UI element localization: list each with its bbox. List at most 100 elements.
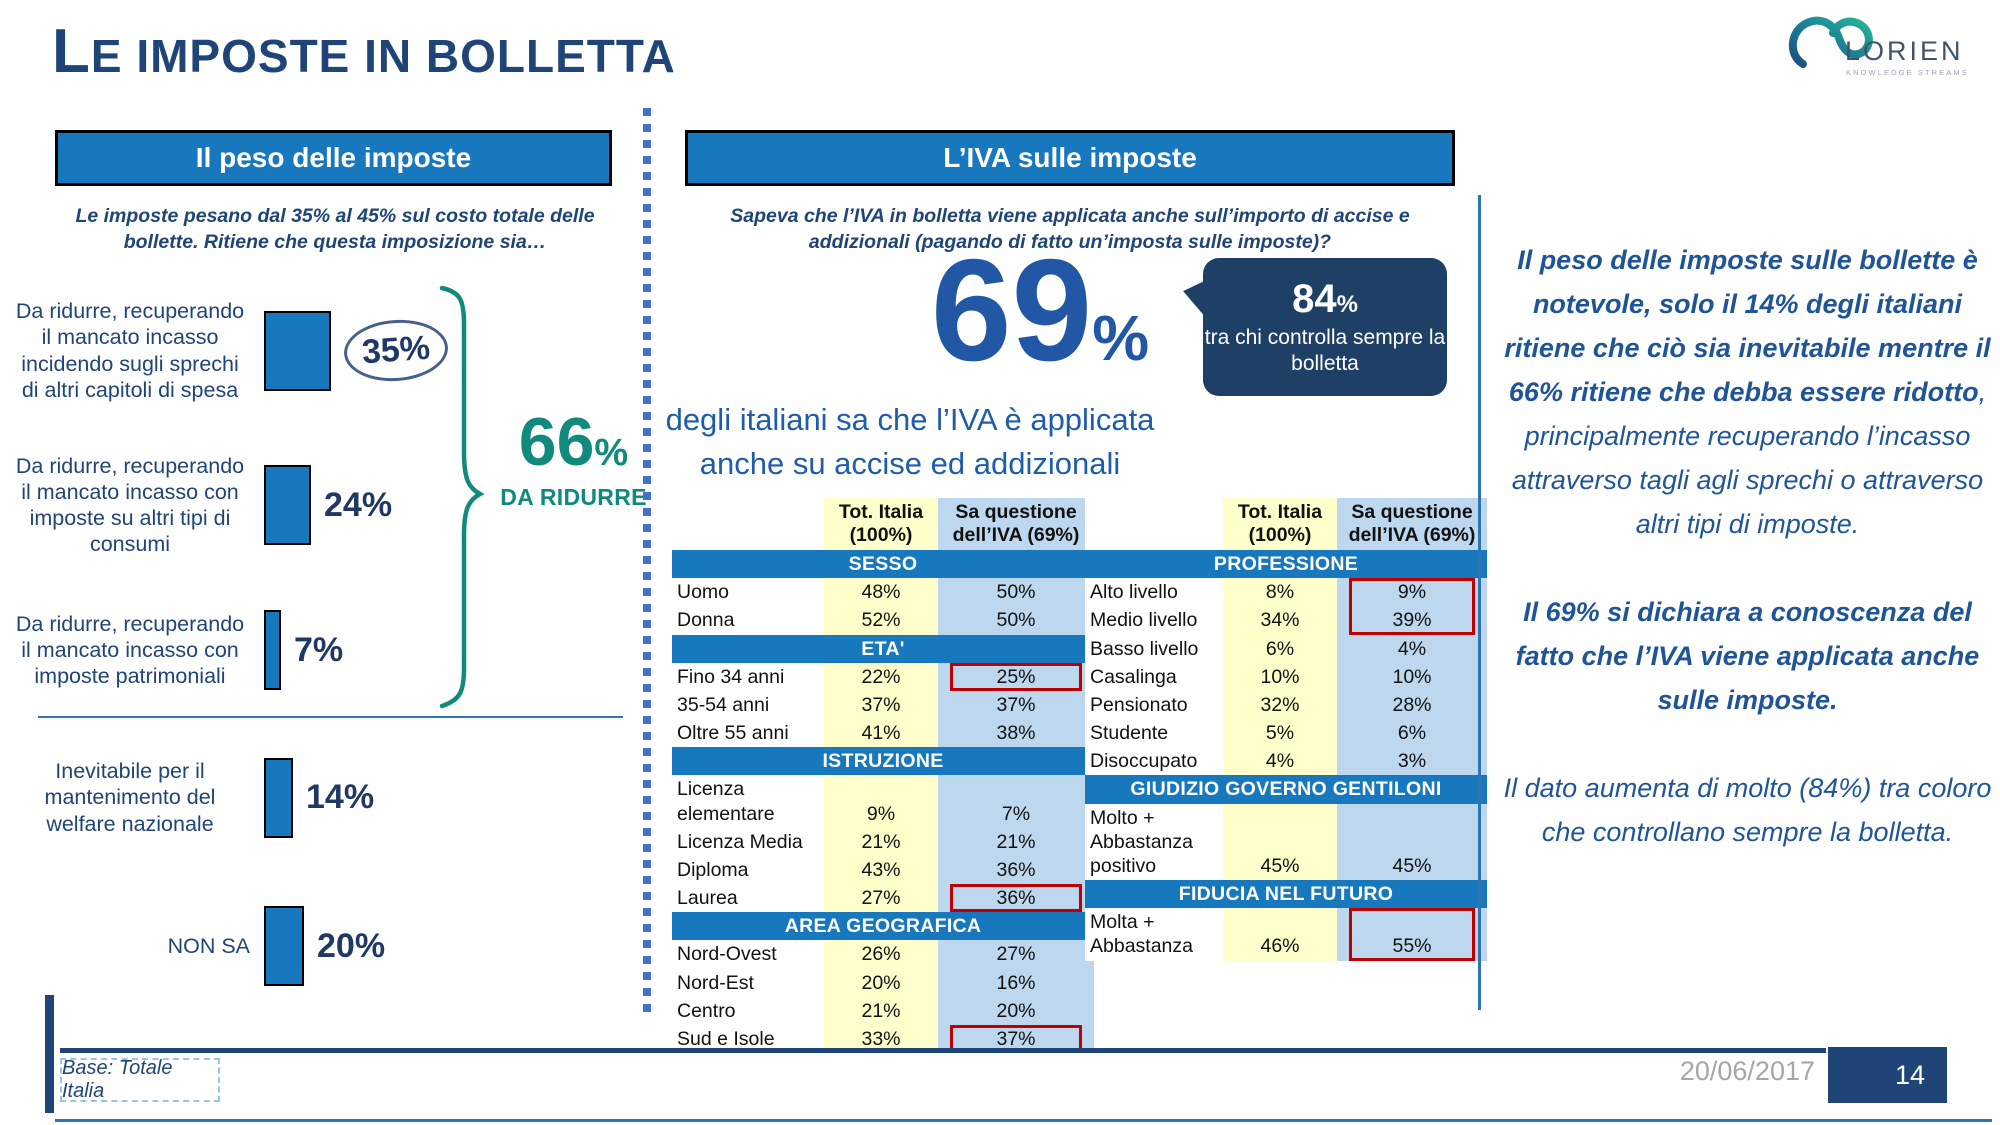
base-note: Base: Totale Italia <box>62 1057 173 1102</box>
value-sa-questione: 21% <box>938 827 1094 856</box>
value-sa-questione: 25% <box>938 662 1094 692</box>
insights-panel: Il peso delle imposte sulle bollette è n… <box>1495 238 2000 898</box>
reduce-total-value: 66% <box>518 404 629 480</box>
section-header: PROFESSIONE <box>1085 550 1487 579</box>
footer-date: 20/06/2017 <box>1679 1056 1815 1086</box>
table-row: Casalinga 10% 10% <box>1085 662 1487 691</box>
row-label: Uomo <box>672 578 824 607</box>
value-sa-questione: 37% <box>938 690 1094 720</box>
value-sa-questione: 45% <box>1337 803 1487 881</box>
value-tot-italia: 52% <box>824 606 938 635</box>
value-sa-questione: 10% <box>1337 662 1487 691</box>
value-tot-italia: 22% <box>824 662 938 691</box>
reduce-brace-icon <box>439 285 484 709</box>
table-row: Medio livello 34% 39% <box>1085 605 1487 635</box>
row-label: Medio livello <box>1085 606 1223 635</box>
footer-left-bar <box>45 995 54 1113</box>
value-tot-italia: 27% <box>824 884 938 913</box>
bar-value-label: 7% <box>294 630 344 669</box>
value-tot-italia: 48% <box>824 578 938 607</box>
chart-row: Da ridurre, recuperando il mancato incas… <box>10 600 635 700</box>
row-label: Casalinga <box>1085 662 1223 691</box>
row-label: Centro <box>672 996 824 1025</box>
table-row: Fino 34 anni 22% 25% <box>672 662 1094 692</box>
col-header-tot: Tot. Italia (100%) <box>1223 498 1337 550</box>
column-separator-dotted <box>643 108 651 1013</box>
value-sa-questione: 7% <box>938 775 1094 828</box>
insight-paragraph-1: Il peso delle imposte sulle bollette è n… <box>1504 245 1991 539</box>
row-label: Molto + Abbastanza positivo <box>1085 803 1223 881</box>
table-row: Molta + Abbastanza 46% 55% <box>1085 908 1487 961</box>
bar-value-label: 24% <box>324 485 393 524</box>
row-label: Oltre 55 anni <box>672 719 824 748</box>
reduce-total-label: DA RIDURRE <box>500 484 647 510</box>
section-header: ETA' <box>672 634 1094 663</box>
value-sa-questione: 9% <box>1337 578 1487 608</box>
bar <box>264 906 304 986</box>
value-tot-italia: 21% <box>824 996 938 1025</box>
section-header-row: ISTRUZIONE <box>672 747 1094 776</box>
row-label: Studente <box>1085 719 1223 748</box>
page-number-box: 14 <box>1828 1047 1947 1103</box>
value-sa-questione: 4% <box>1337 634 1487 663</box>
section-header-row: PROFESSIONE <box>1085 550 1487 579</box>
value-tot-italia: 8% <box>1223 578 1337 607</box>
insight-paragraph-2: Il 69% si dichiara a conoscenza del fatt… <box>1515 597 1980 715</box>
chart-row: NON SA 20% <box>10 896 635 996</box>
value-tot-italia: 46% <box>1223 908 1337 961</box>
insight-paragraph-3: Il dato aumenta di molto (84%) tra color… <box>1503 773 1992 847</box>
value-tot-italia: 45% <box>1223 803 1337 881</box>
value-tot-italia: 9% <box>824 775 938 828</box>
value-sa-questione: 6% <box>1337 719 1487 748</box>
bar-value-circled: 35% <box>341 316 451 385</box>
value-tot-italia: 43% <box>824 855 938 885</box>
row-label: Donna <box>672 606 824 635</box>
table-row: Centro 21% 20% <box>672 996 1094 1025</box>
row-label: Pensionato <box>1085 690 1223 720</box>
iva-subheadline: degli italiani sa che l’IVA è applicata … <box>665 402 1155 482</box>
value-sa-questione: 20% <box>938 996 1094 1025</box>
bar <box>264 310 331 391</box>
corner-cell <box>1085 498 1223 550</box>
value-tot-italia: 32% <box>1223 690 1337 720</box>
bar <box>264 465 311 545</box>
chart-category-label: Da ridurre, recuperando il mancato incas… <box>15 299 245 402</box>
table-row: Studente 5% 6% <box>1085 719 1487 748</box>
table-row: Diploma 43% 36% <box>672 855 1094 885</box>
value-sa-questione: 39% <box>1337 605 1487 635</box>
chart-row: Da ridurre, recuperando il mancato incas… <box>10 450 635 560</box>
value-sa-questione: 36% <box>938 884 1094 913</box>
value-tot-italia: 34% <box>1223 606 1337 635</box>
bar-value-label: 20% <box>317 926 386 965</box>
table-row: Licenza Media 21% 21% <box>672 827 1094 856</box>
section-header-row: FIDUCIA NEL FUTURO <box>1085 880 1487 909</box>
table-row: Molto + Abbastanza positivo 45% 45% <box>1085 803 1487 881</box>
value-sa-questione: 16% <box>938 968 1094 997</box>
corner-cell <box>672 498 824 550</box>
value-tot-italia: 5% <box>1223 719 1337 748</box>
section-header-row: ETA' <box>672 634 1094 663</box>
chart-category-label: Da ridurre, recuperando il mancato incas… <box>15 453 245 557</box>
table-header-row: Tot. Italia (100%) Sa questione dell’IVA … <box>672 498 1094 550</box>
table-row: Oltre 55 anni 41% 38% <box>672 719 1094 748</box>
row-label: Diploma <box>672 855 824 885</box>
section-header-row: GIUDIZIO GOVERNO GENTILONI <box>1085 775 1487 804</box>
table-row: Nord-Ovest 26% 27% <box>672 940 1094 969</box>
table-header-row: Tot. Italia (100%) Sa questione dell’IVA … <box>1085 498 1487 550</box>
table-row: Pensionato 32% 28% <box>1085 690 1487 720</box>
chart-category-label: NON SA <box>167 933 250 958</box>
row-label: Nord-Est <box>672 968 824 997</box>
table-row: Basso livello 6% 4% <box>1085 634 1487 663</box>
value-tot-italia: 10% <box>1223 662 1337 691</box>
value-tot-italia: 37% <box>824 690 938 720</box>
chart-category-label: Inevitabile per il mantenimento del welf… <box>44 759 216 836</box>
bar <box>264 610 281 690</box>
left-panel-question: Le imposte pesano dal 35% al 45% sul cos… <box>75 205 595 254</box>
value-tot-italia: 6% <box>1223 634 1337 663</box>
section-header: FIDUCIA NEL FUTURO <box>1085 880 1487 909</box>
value-tot-italia: 4% <box>1223 747 1337 776</box>
iva-callout: 84% tra chi controlla sempre la bolletta <box>1203 258 1447 396</box>
col-header-sa: Sa questione dell’IVA (69%) <box>1337 498 1487 550</box>
middle-panel-question: Sapeva che l’IVA in bolletta viene appli… <box>730 205 1410 254</box>
bottom-edge-line <box>55 1119 1992 1122</box>
